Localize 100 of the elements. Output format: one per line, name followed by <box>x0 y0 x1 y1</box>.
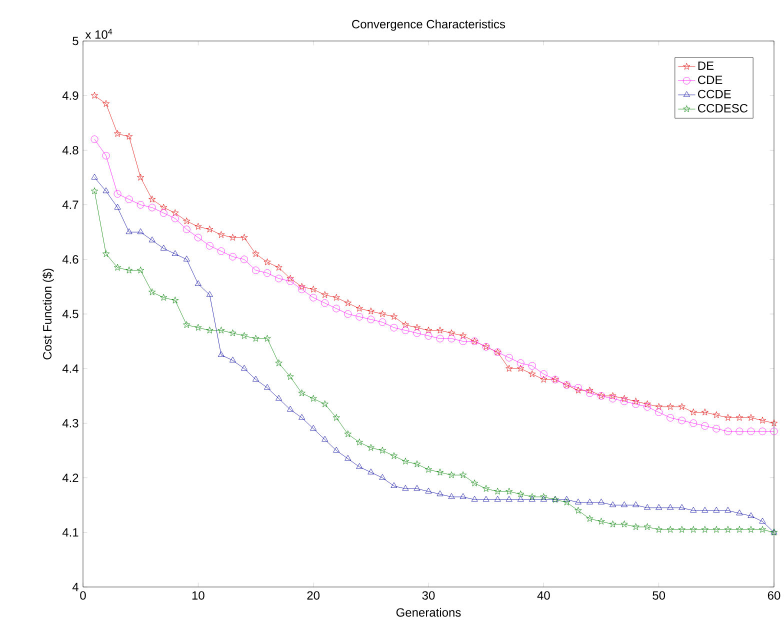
point <box>678 403 686 410</box>
point <box>712 526 720 533</box>
point <box>563 496 570 502</box>
point <box>655 408 663 416</box>
point <box>528 493 536 500</box>
point <box>516 359 524 367</box>
point <box>356 304 363 312</box>
point <box>690 526 697 533</box>
point <box>759 518 766 524</box>
point <box>379 474 386 480</box>
legend-label: CCDE <box>698 90 731 98</box>
point <box>206 226 214 232</box>
point <box>586 515 594 522</box>
point <box>436 334 444 342</box>
point <box>471 496 478 502</box>
point <box>644 403 652 411</box>
point <box>758 416 766 424</box>
y-tick-label: 4 <box>72 582 78 592</box>
point <box>172 209 179 216</box>
point <box>586 498 593 504</box>
point <box>620 394 628 402</box>
point <box>286 278 294 285</box>
y-axis-title: Cost Function ($) <box>42 268 54 360</box>
point <box>264 258 271 266</box>
point <box>321 291 328 298</box>
point <box>758 428 766 436</box>
point <box>344 454 352 461</box>
point <box>736 414 743 421</box>
point <box>310 286 317 292</box>
point <box>540 370 548 378</box>
point <box>90 92 98 99</box>
point <box>91 174 98 180</box>
text: x 10$^{4}$ <box>85 28 112 39</box>
point <box>287 406 294 412</box>
point <box>644 504 651 510</box>
point <box>413 460 421 468</box>
y-tick-label: 4.3 <box>62 418 78 428</box>
point <box>252 250 260 257</box>
point <box>402 458 409 464</box>
point <box>747 526 754 533</box>
point <box>102 152 110 160</box>
point <box>678 526 686 533</box>
point <box>298 283 306 290</box>
point <box>264 384 270 390</box>
point <box>390 452 398 459</box>
point <box>160 209 168 217</box>
point <box>632 398 640 404</box>
point <box>724 506 732 513</box>
point <box>574 386 582 394</box>
point <box>459 338 467 345</box>
point <box>736 428 744 436</box>
point <box>206 242 214 250</box>
point <box>264 334 271 342</box>
point <box>275 264 282 271</box>
point <box>402 326 410 334</box>
point <box>402 321 409 328</box>
point <box>356 438 363 446</box>
point <box>276 394 282 401</box>
point <box>678 416 686 424</box>
point <box>298 389 306 396</box>
point <box>194 234 202 242</box>
point <box>748 512 754 518</box>
point <box>125 196 133 204</box>
point <box>90 136 98 143</box>
point <box>114 190 122 198</box>
point <box>701 422 709 430</box>
y-tick-label: 5 <box>72 36 78 46</box>
point <box>126 266 133 274</box>
point <box>436 326 444 334</box>
point <box>183 217 190 224</box>
point <box>448 329 456 336</box>
point <box>666 526 674 533</box>
point <box>160 294 168 301</box>
legend-label: CDE <box>698 76 722 84</box>
point <box>632 501 640 508</box>
point <box>517 364 524 372</box>
point <box>298 414 306 420</box>
point <box>275 359 282 366</box>
point <box>402 485 409 491</box>
point <box>666 403 674 410</box>
point <box>690 506 697 513</box>
point <box>171 214 179 222</box>
point <box>724 414 732 421</box>
point <box>310 394 317 402</box>
x-tick-label: 60 <box>768 591 780 600</box>
point <box>218 248 225 255</box>
point <box>367 316 375 324</box>
point <box>286 373 294 380</box>
point <box>540 496 547 502</box>
point <box>712 411 720 418</box>
point <box>471 480 478 486</box>
point <box>656 504 662 510</box>
x-tick-label: 30 <box>422 591 435 600</box>
point <box>321 299 329 307</box>
point <box>137 174 144 181</box>
point <box>229 356 236 362</box>
point <box>356 313 364 320</box>
point <box>666 414 674 422</box>
point <box>344 430 352 438</box>
point <box>702 506 708 513</box>
